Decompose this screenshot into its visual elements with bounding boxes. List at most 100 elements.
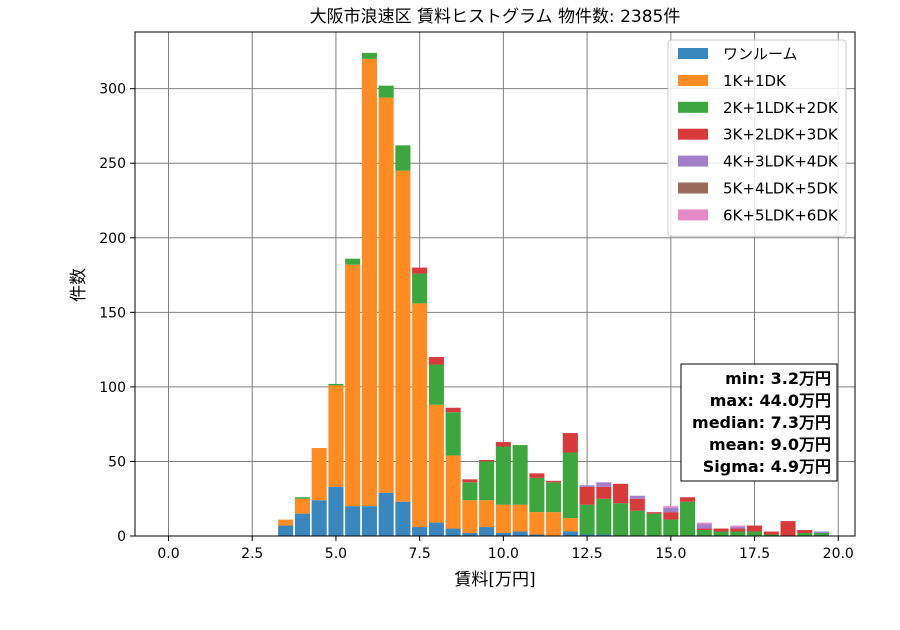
bar-segment xyxy=(278,525,294,536)
bar-segment xyxy=(546,480,562,483)
bar-segment xyxy=(412,267,428,274)
y-tick-label: 300 xyxy=(99,82,126,98)
bar-segment xyxy=(730,525,746,528)
bar-segment xyxy=(797,530,813,534)
bar-segment xyxy=(663,512,679,520)
bar-segment xyxy=(412,527,428,536)
bar-segment xyxy=(696,528,712,531)
bar-segment xyxy=(562,531,578,536)
bar-segment xyxy=(512,531,528,536)
bar-segment xyxy=(680,497,696,502)
bar-segment xyxy=(445,455,461,529)
bar-segment xyxy=(278,519,294,526)
bar-segment xyxy=(428,357,444,365)
bar-segment xyxy=(462,482,478,501)
bar-segment xyxy=(763,531,779,535)
y-tick-label: 0 xyxy=(117,529,126,545)
bar-segment xyxy=(763,534,779,536)
bar-segment xyxy=(562,518,578,532)
bar-segment xyxy=(629,498,645,511)
y-tick-label: 200 xyxy=(99,231,126,247)
bar-segment xyxy=(512,445,528,505)
legend-frame xyxy=(667,39,847,237)
plot-frame xyxy=(134,31,856,537)
stats-line: Sigma: 4.9万円 xyxy=(703,457,831,476)
y-axis-label: 件数 xyxy=(69,268,89,302)
legend-entry: 1K+1DK xyxy=(723,72,787,90)
bar-segment xyxy=(495,533,511,536)
legend-entry: 6K+5LDK+6DK xyxy=(723,206,839,224)
bar-segment xyxy=(445,407,461,413)
y-tick-label: 250 xyxy=(99,156,126,172)
bar-segment xyxy=(361,58,377,507)
bar-segment xyxy=(680,501,696,536)
bar-segment xyxy=(663,507,679,513)
bar-segment xyxy=(596,486,612,499)
bar-segment xyxy=(747,525,763,532)
bar-segment xyxy=(546,482,562,513)
bar-segment xyxy=(579,486,595,505)
legend-swatch xyxy=(678,48,708,59)
bar-segment xyxy=(294,497,310,499)
x-tick-label: 20.0 xyxy=(823,546,854,562)
bar-segment xyxy=(579,534,595,536)
bar-segment xyxy=(529,534,545,536)
x-tick-label: 15.0 xyxy=(655,546,686,562)
bar-segment xyxy=(713,531,729,536)
x-tick-label: 17.5 xyxy=(739,546,770,562)
bar-segment xyxy=(462,479,478,483)
x-tick-label: 10.0 xyxy=(488,546,519,562)
bar-segment xyxy=(345,506,361,536)
legend-entry: 2K+1LDK+2DK xyxy=(723,99,839,117)
stats-line: min: 3.2万円 xyxy=(725,369,831,388)
x-tick-label: 5.0 xyxy=(325,546,347,562)
y-tick-label: 100 xyxy=(99,380,126,396)
bar-segment xyxy=(562,452,578,519)
stats-frame xyxy=(680,363,838,482)
legend: ワンルーム 1K+1DK 2K+1LDK+2DK 3K+2LDK+3DK 4K+3LDK… xyxy=(667,39,847,237)
bar-segment xyxy=(294,513,310,536)
x-tick-label: 0.0 xyxy=(157,546,179,562)
bar-segment xyxy=(646,513,662,536)
bar-segment xyxy=(713,528,729,532)
legend-entry: ワンルーム xyxy=(723,45,798,63)
bar-segment xyxy=(445,528,461,536)
bar-segment xyxy=(663,519,679,536)
bar-segment xyxy=(696,522,712,525)
bar-segment xyxy=(495,446,511,505)
legend-swatch xyxy=(678,155,708,167)
bar-segment xyxy=(361,506,377,536)
bar-segment xyxy=(479,459,495,462)
legend-swatch xyxy=(678,101,708,113)
bar-segment xyxy=(294,498,310,514)
y-tick-label: 50 xyxy=(108,454,126,470)
bar-segment xyxy=(361,52,377,59)
legend-entry: 4K+3LDK+4DK xyxy=(723,153,839,171)
bar-segment xyxy=(730,531,746,536)
bar-segment xyxy=(562,433,578,453)
bar-segment xyxy=(546,512,562,536)
bar-segment xyxy=(613,483,629,504)
bar-segment xyxy=(613,503,629,536)
bar-segment xyxy=(328,486,344,536)
bar-segment xyxy=(428,364,444,405)
legend-swatch xyxy=(678,128,708,140)
grid xyxy=(135,32,855,537)
legend-swatch xyxy=(678,74,708,86)
stats-line: max: 44.0万円 xyxy=(710,391,831,410)
bar-segment xyxy=(596,534,612,536)
bar-segment xyxy=(412,273,428,304)
bar-segment xyxy=(395,501,411,536)
bar-segment xyxy=(596,498,612,535)
bar-segment xyxy=(311,500,327,536)
bar-segment xyxy=(529,512,545,535)
bar-segment xyxy=(813,531,830,534)
bar-segment xyxy=(495,504,511,534)
bar-segment xyxy=(428,404,444,523)
bar-segment xyxy=(479,500,495,528)
bar-segment xyxy=(696,524,712,529)
bar-segment xyxy=(462,500,478,534)
bar-segment xyxy=(345,258,361,265)
bar-segment xyxy=(462,533,478,536)
